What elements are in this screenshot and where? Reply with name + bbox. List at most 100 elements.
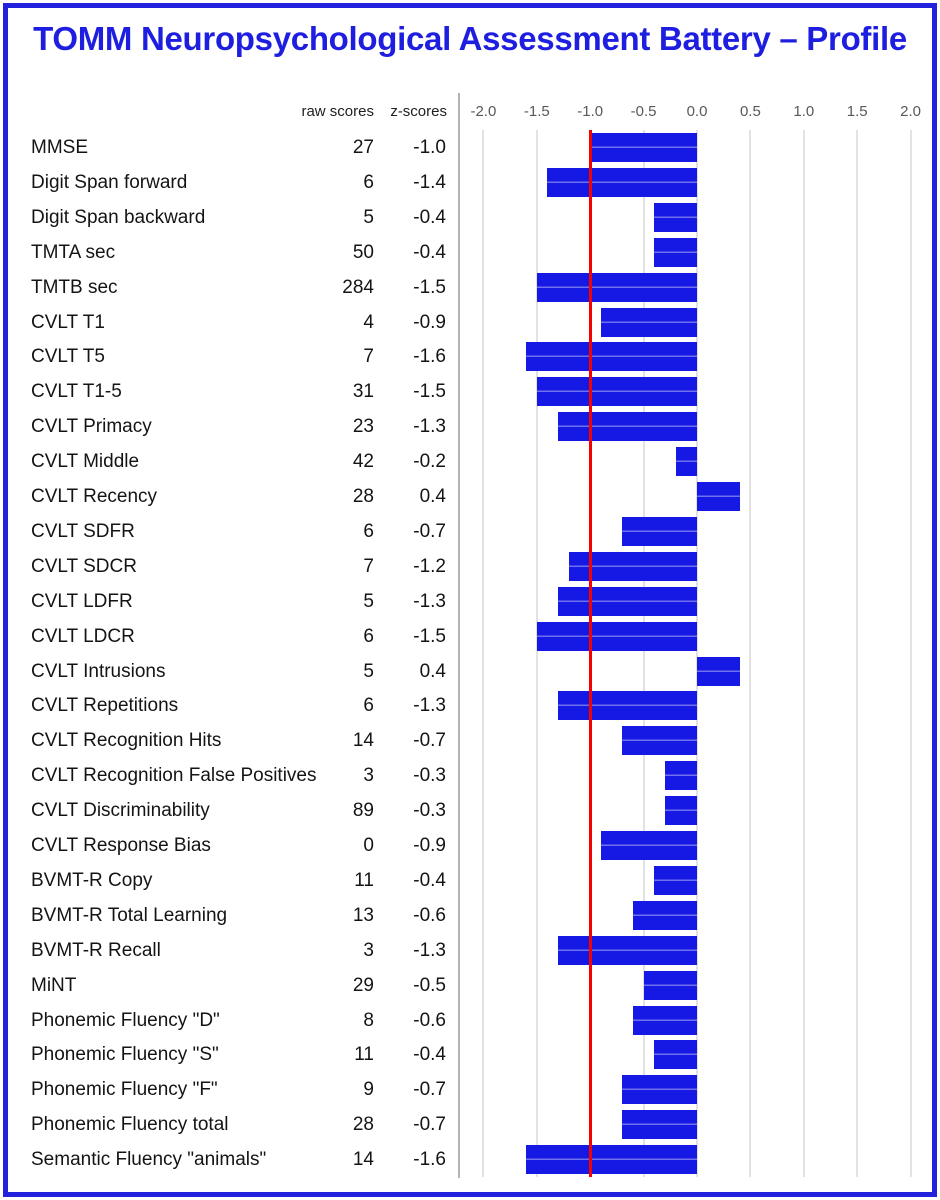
z-score-value: -0.3 <box>413 765 446 787</box>
z-score-bar <box>558 412 697 442</box>
z-score-value: -1.3 <box>413 590 446 612</box>
raw-score-value: 27 <box>352 137 374 158</box>
z-score-value: -0.7 <box>413 1079 446 1101</box>
test-name-label: TMTA sec <box>31 241 116 263</box>
raw-score-value: 29 <box>352 974 374 996</box>
z-score-bar <box>558 586 697 616</box>
z-score-value: -1.5 <box>413 625 446 647</box>
z-score-bar <box>654 237 697 267</box>
raw-scores-column-header: raw scores <box>301 103 374 120</box>
raw-score-value: 6 <box>363 695 374 717</box>
test-name-label: CVLT Response Bias <box>31 835 211 856</box>
z-score-value: -0.2 <box>413 451 446 473</box>
test-name-label: Phonemic Fluency "F" <box>31 1079 218 1101</box>
test-name-label: TMTB sec <box>31 276 118 298</box>
test-name-label: CVLT Repetitions <box>31 695 179 717</box>
z-score-value: -1.5 <box>413 381 446 403</box>
z-score-bar <box>558 691 697 721</box>
z-score-value: -0.4 <box>413 869 446 891</box>
z-score-value: -0.4 <box>413 241 446 263</box>
x-tick-label: -0.5 <box>630 103 657 120</box>
z-score-bar <box>622 1110 697 1140</box>
raw-score-value: 28 <box>352 486 374 507</box>
test-name-label: MMSE <box>31 137 88 158</box>
test-name-label: Digit Span backward <box>31 206 206 228</box>
z-score-value: -1.3 <box>413 416 446 438</box>
z-score-value: -0.9 <box>413 311 446 333</box>
z-score-bar <box>536 377 697 407</box>
test-name-label: Phonemic Fluency total <box>31 1114 229 1136</box>
z-score-bar <box>664 761 697 791</box>
z-score-value: -1.5 <box>413 276 446 298</box>
z-score-value: -0.4 <box>413 1044 446 1066</box>
raw-score-value: 14 <box>352 1149 374 1171</box>
raw-score-value: 11 <box>354 869 374 891</box>
raw-score-value: 9 <box>363 1079 374 1101</box>
raw-score-value: 6 <box>363 171 374 193</box>
raw-score-value: 7 <box>363 555 374 577</box>
raw-score-value: 4 <box>363 311 374 333</box>
raw-score-value: 6 <box>363 625 374 647</box>
z-score-bar <box>632 1005 697 1035</box>
x-tick-label: 0.0 <box>686 103 708 120</box>
test-name-label: CVLT T1 <box>31 311 105 333</box>
test-name-label: CVLT Intrusions <box>31 660 166 682</box>
raw-score-value: 42 <box>352 451 374 473</box>
z-score-value: -0.7 <box>413 730 446 752</box>
z-score-bar <box>654 865 697 895</box>
raw-score-value: 284 <box>342 276 374 298</box>
x-tick-label: 2.0 <box>900 103 922 120</box>
z-score-value: -1.6 <box>413 346 446 368</box>
raw-score-value: 6 <box>363 520 374 542</box>
gridline <box>802 130 805 1177</box>
raw-score-value: 13 <box>352 904 374 926</box>
test-name-label: CVLT SDFR <box>31 520 135 542</box>
chart-frame-border <box>3 3 937 1197</box>
z-score-bar <box>600 307 697 337</box>
raw-score-value: 23 <box>352 416 374 438</box>
gridline <box>642 130 645 1177</box>
raw-score-value: 3 <box>363 939 374 961</box>
z-score-bar <box>536 272 697 302</box>
raw-score-value: 0 <box>363 835 374 856</box>
raw-score-value: 5 <box>363 660 374 682</box>
z-score-value: -1.3 <box>413 695 446 717</box>
chart-title: TOMM Neuropsychological Assessment Batte… <box>33 20 907 57</box>
test-name-label: BVMT-R Copy <box>31 869 153 891</box>
z-score-bar <box>526 342 697 372</box>
z-score-value: -0.9 <box>413 835 446 856</box>
z-score-bar <box>654 202 697 232</box>
z-score-bar <box>643 970 697 1000</box>
x-tick-label: -2.0 <box>470 103 497 120</box>
x-tick-label: 0.5 <box>739 103 761 120</box>
gridline <box>749 130 752 1177</box>
test-name-label: Phonemic Fluency "S" <box>31 1044 219 1066</box>
z-score-bar <box>547 167 697 197</box>
z-score-value: -1.3 <box>413 939 446 961</box>
test-name-label: Phonemic Fluency "D" <box>31 1009 220 1031</box>
test-name-label: BVMT-R Recall <box>31 939 161 961</box>
x-tick-label: -1.5 <box>523 103 550 120</box>
x-tick-label: 1.0 <box>793 103 815 120</box>
gridline <box>535 130 538 1177</box>
axis-separator-line <box>458 93 460 1178</box>
raw-score-value: 31 <box>352 381 374 403</box>
test-name-label: CVLT LDFR <box>31 590 133 612</box>
z-score-bar <box>536 621 697 651</box>
z-score-bar <box>697 656 740 686</box>
gridline <box>909 130 912 1177</box>
raw-score-value: 5 <box>363 206 374 228</box>
raw-score-value: 11 <box>354 1044 374 1066</box>
z-score-value: -0.7 <box>413 1114 446 1136</box>
z-score-value: -0.5 <box>413 974 446 996</box>
z-score-bar <box>600 831 697 860</box>
z-score-bar <box>622 726 697 756</box>
test-name-label: Digit Span forward <box>31 171 188 193</box>
test-name-label: CVLT T5 <box>31 346 105 368</box>
reference-line-minus-1 <box>588 130 592 1177</box>
z-score-value: -0.7 <box>413 520 446 542</box>
z-score-value: -1.6 <box>413 1149 446 1171</box>
raw-score-value: 14 <box>352 730 374 752</box>
z-score-bar <box>664 796 697 826</box>
